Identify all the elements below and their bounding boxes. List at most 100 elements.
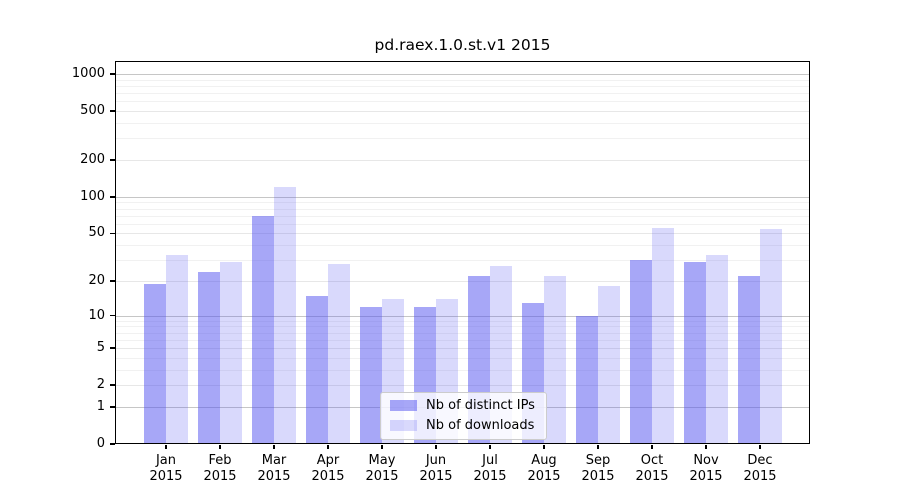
gridline bbox=[115, 122, 810, 124]
x-tick-mark bbox=[705, 444, 707, 449]
bar bbox=[198, 271, 220, 444]
x-tick-label: Oct 2015 bbox=[624, 453, 680, 485]
gridline bbox=[115, 385, 810, 387]
gridline bbox=[115, 357, 810, 359]
x-tick-month: Jul bbox=[482, 453, 498, 468]
legend-swatch bbox=[390, 420, 417, 431]
bar bbox=[360, 306, 382, 444]
gridline bbox=[115, 280, 810, 282]
x-tick-year: 2015 bbox=[581, 469, 615, 484]
x-tick-month: Oct bbox=[640, 453, 664, 468]
legend-swatch bbox=[390, 400, 417, 411]
gridline bbox=[115, 332, 810, 334]
x-tick-mark bbox=[651, 444, 653, 449]
x-tick-label: Dec 2015 bbox=[732, 453, 788, 485]
x-tick-label: Aug 2015 bbox=[516, 453, 572, 485]
y-tick-mark bbox=[110, 110, 115, 112]
x-tick-label: Nov 2015 bbox=[678, 453, 734, 485]
gridline bbox=[115, 101, 810, 103]
x-tick-year: 2015 bbox=[365, 469, 399, 484]
bar bbox=[544, 276, 566, 444]
gridline bbox=[115, 223, 810, 225]
bar bbox=[684, 261, 706, 444]
bar bbox=[252, 215, 274, 444]
bar bbox=[652, 228, 674, 444]
gridline bbox=[115, 348, 810, 350]
gridline bbox=[115, 208, 810, 210]
gridline bbox=[115, 233, 810, 235]
x-tick-mark bbox=[543, 444, 545, 449]
y-tick-mark bbox=[110, 406, 115, 408]
y-tick-mark bbox=[110, 347, 115, 349]
y-tick-label: 5 bbox=[96, 340, 105, 356]
bar bbox=[144, 283, 166, 444]
x-tick-year: 2015 bbox=[311, 469, 345, 484]
gridline bbox=[115, 196, 810, 198]
gridline bbox=[115, 138, 810, 140]
x-tick-year: 2015 bbox=[203, 469, 237, 484]
x-tick-month: Nov bbox=[693, 453, 719, 468]
y-tick-mark bbox=[110, 443, 115, 445]
x-tick-month: Jun bbox=[425, 453, 447, 468]
chart-title: pd.raex.1.0.st.v1 2015 bbox=[374, 36, 551, 54]
x-tick-label: Feb 2015 bbox=[192, 453, 248, 485]
y-tick-label: 2 bbox=[96, 377, 105, 393]
y-tick-mark bbox=[110, 314, 115, 317]
x-tick-year: 2015 bbox=[635, 469, 669, 484]
bar bbox=[598, 286, 620, 444]
y-tick-mark bbox=[110, 159, 115, 161]
x-tick-label: Apr 2015 bbox=[300, 453, 356, 485]
gridline bbox=[115, 159, 810, 161]
legend-entry: Nb of distinct IPs bbox=[390, 398, 535, 413]
x-tick-year: 2015 bbox=[689, 469, 723, 484]
y-tick-label: 500 bbox=[80, 103, 105, 119]
x-tick-label: Jan 2015 bbox=[138, 453, 194, 485]
gridline bbox=[115, 326, 810, 328]
x-tick-month: Apr bbox=[316, 453, 340, 468]
x-tick-label: Sep 2015 bbox=[570, 453, 626, 485]
y-tick-label: 200 bbox=[80, 151, 105, 167]
bar bbox=[220, 261, 242, 444]
x-tick-mark bbox=[381, 444, 383, 449]
bar bbox=[328, 263, 350, 444]
gridline bbox=[115, 315, 810, 317]
x-tick-month: Sep bbox=[585, 453, 611, 468]
gridline bbox=[115, 93, 810, 95]
x-tick-year: 2015 bbox=[419, 469, 453, 484]
x-tick-month: Jan bbox=[155, 453, 177, 468]
gridline bbox=[115, 111, 810, 113]
x-tick-mark bbox=[435, 444, 437, 449]
x-tick-month: May bbox=[368, 453, 396, 468]
bar bbox=[166, 255, 188, 444]
y-tick-mark bbox=[110, 384, 115, 386]
x-tick-year: 2015 bbox=[149, 469, 183, 484]
x-tick-month: Dec bbox=[747, 453, 773, 468]
y-tick-label: 0 bbox=[96, 436, 105, 451]
bar bbox=[760, 229, 782, 444]
bar bbox=[576, 315, 598, 444]
x-tick-month: Feb bbox=[208, 453, 232, 468]
x-tick-mark bbox=[759, 444, 761, 449]
x-tick-mark bbox=[597, 444, 599, 449]
x-tick-year: 2015 bbox=[473, 469, 507, 484]
y-tick-label: 1000 bbox=[71, 65, 105, 81]
x-tick-label: Jun 2015 bbox=[408, 453, 464, 485]
legend-label: Nb of distinct IPs bbox=[426, 398, 535, 413]
bar bbox=[306, 295, 328, 444]
bar bbox=[630, 260, 652, 444]
x-tick-label: Mar 2015 bbox=[246, 453, 302, 485]
gridline bbox=[115, 369, 810, 371]
bar bbox=[274, 187, 296, 444]
y-tick-label: 100 bbox=[80, 188, 105, 204]
gridline bbox=[115, 245, 810, 247]
x-tick-mark bbox=[489, 444, 491, 449]
legend-label: Nb of downloads bbox=[426, 418, 535, 433]
y-tick-label: 1 bbox=[96, 398, 105, 414]
y-tick-mark bbox=[110, 232, 115, 235]
x-tick-label: Jul 2015 bbox=[462, 453, 518, 485]
gridline bbox=[115, 260, 810, 262]
gridline bbox=[115, 202, 810, 204]
plot-area bbox=[115, 61, 810, 444]
x-tick-mark bbox=[219, 444, 221, 449]
